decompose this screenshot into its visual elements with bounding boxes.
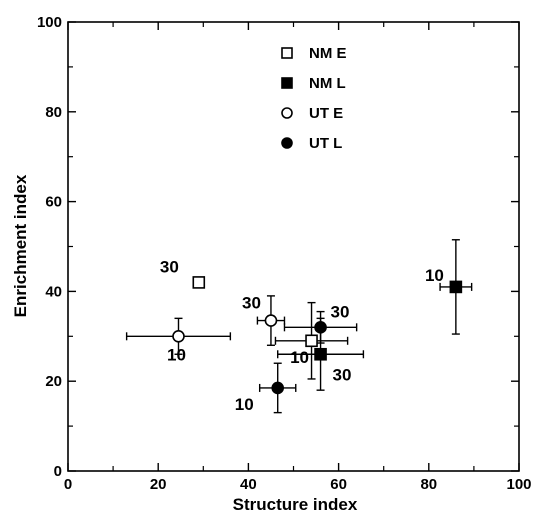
axis-tick-labels: 0 20 40 60 80 100 0 20 40 60 80 100 [37, 14, 532, 493]
axis-ticks [67, 21, 520, 472]
data-point-ut-l [314, 321, 327, 334]
point-label: 10 [290, 348, 309, 367]
point-annotations: 30 10 30 10 10 30 10 30 [160, 257, 444, 414]
x-tick-label: 20 [150, 476, 167, 493]
point-label: 10 [235, 395, 254, 414]
legend-marker [281, 137, 293, 149]
data-point-ut-e [172, 329, 185, 343]
legend-label: NM L [309, 75, 346, 92]
x-axis-title: Structure index [233, 495, 358, 514]
data-point-ut-l [271, 381, 285, 395]
plot-frame [67, 21, 520, 472]
legend-marker [281, 107, 293, 119]
y-tick-label: 100 [37, 14, 62, 31]
legend-label: NM E [309, 45, 347, 62]
y-axis-title: Enrichment index [11, 174, 30, 317]
x-tick-label: 80 [420, 476, 437, 493]
legend: NM E NM L UT E UT L [281, 45, 347, 152]
point-label: 30 [242, 294, 261, 313]
x-tick-label: 100 [506, 476, 531, 493]
legend-label: UT E [309, 105, 343, 122]
point-label: 30 [160, 257, 179, 276]
x-tick-label: 0 [64, 476, 72, 493]
legend-label: UT L [309, 135, 342, 152]
data-point-nm-e [305, 334, 318, 348]
y-tick-label: 80 [45, 104, 62, 121]
data-point-ut-e [264, 314, 278, 327]
y-tick-label: 40 [45, 283, 62, 300]
legend-marker [281, 47, 293, 59]
plot-border [67, 21, 520, 472]
point-label: 30 [331, 302, 350, 321]
y-tick-label: 60 [45, 194, 62, 211]
data-points [172, 276, 463, 395]
x-tick-label: 40 [240, 476, 257, 493]
legend-marker [281, 77, 293, 89]
y-tick-label: 0 [54, 463, 62, 480]
data-point-nm-e [192, 276, 206, 289]
x-tick-label: 60 [330, 476, 347, 493]
point-label: 30 [333, 365, 352, 384]
y-tick-label: 20 [45, 373, 62, 390]
point-label: 10 [425, 266, 444, 285]
data-point-nm-l [449, 280, 463, 294]
data-point-nm-l [314, 347, 327, 361]
point-label: 10 [167, 345, 186, 364]
